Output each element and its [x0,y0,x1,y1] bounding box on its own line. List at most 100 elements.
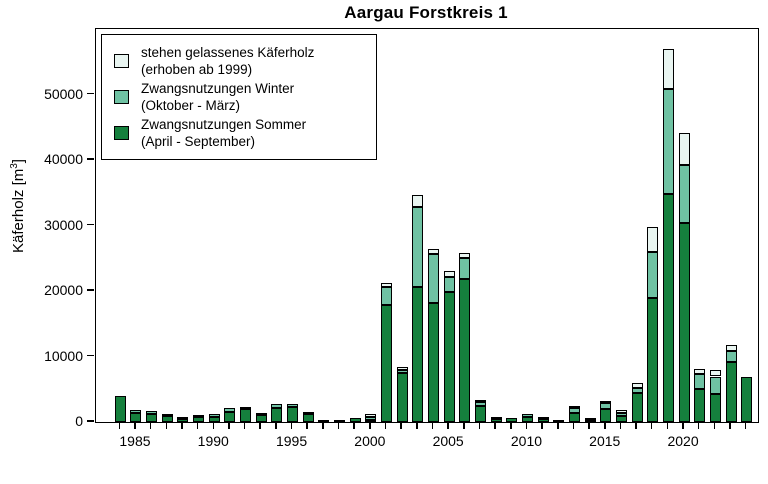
bar-1988-summer [177,418,189,422]
bar-2005-summer [443,292,455,422]
bar-1990-summer [208,417,220,422]
x-tick [337,422,340,429]
bar-1996-summer [302,414,314,422]
bar-2005-standing [443,270,455,277]
x-tick [181,422,183,429]
bar-2004-standing [428,248,439,255]
bar-2003-standing [412,194,424,208]
bar-2015-winter [600,402,612,409]
x-tick [322,422,324,429]
legend-item-winter: Zwangsnutzungen Winter (Oktober - März) [114,80,366,114]
x-tick [713,422,716,429]
bar-2002-summer [396,372,408,422]
bar-2004-summer [428,303,439,422]
bar-2010-winter [521,414,533,417]
x-tick-label: 2000 [354,433,386,449]
x-tick [604,422,606,429]
legend-label-standing-line1: stehen gelassenes Käferholz [141,45,315,60]
x-tick [306,422,308,429]
bar-2000-summer [365,419,377,422]
y-tick-label: 0 [75,413,83,429]
bar-1986-winter [146,411,158,414]
bar-2018-standing [647,227,659,253]
bar-2019-summer [662,194,674,422]
y-tick [87,223,94,226]
plot-area: stehen gelassenes Käferholz (erhoben ab … [95,28,759,423]
legend-label-winter-line1: Zwangsnutzungen Winter [141,81,295,96]
bar-2011-winter [537,417,549,420]
x-tick [118,422,121,429]
x-tick [478,422,481,429]
bar-1994-summer [271,408,283,422]
x-tick [744,422,747,429]
bar-2006-winter [459,257,471,280]
x-tick [588,422,590,429]
y-axis-label: Käferholz [m3] [9,126,27,286]
bar-1993-summer [255,414,267,422]
bar-2022-winter [709,376,721,394]
bar-2001-standing [381,283,393,288]
bar-1998-summer [334,419,346,422]
x-tick [275,422,277,429]
bar-2021-standing [694,368,706,374]
x-tick [384,422,387,429]
x-tick [431,422,434,429]
legend-swatch-summer [114,126,129,140]
x-tick [259,422,261,429]
x-tick [463,422,465,429]
chart-title: Aargau Forstkreis 1 [344,3,508,22]
x-tick [290,422,293,429]
bar-2023-winter [725,350,737,363]
bar-2017-standing [631,382,643,388]
y-axis-label-sup: 3 [9,163,20,169]
x-tick [416,422,418,429]
bar-2002-standing [396,367,408,370]
bar-2013-summer [568,412,580,422]
bar-1994-winter [271,404,283,409]
bar-2012-summer [553,420,565,422]
bar-2020-standing [678,132,690,166]
bar-2002-winter [396,369,408,373]
bar-1985-summer [130,412,142,422]
x-tick [541,422,543,429]
x-tick [400,422,402,429]
bar-2015-summer [600,408,612,422]
x-tick [165,422,168,429]
x-tick-label: 1985 [119,433,151,449]
x-tick-label: 1990 [197,433,229,449]
bar-2005-winter [443,276,455,293]
x-tick [149,422,152,429]
bar-1996-winter [302,412,314,415]
bar-2011-summer [537,419,549,422]
legend-swatch-standing [114,54,129,68]
bar-2015-standing [600,400,612,403]
x-tick [525,422,528,429]
bar-2000-standing [365,413,377,417]
bar-2001-winter [381,287,393,306]
legend-swatch-winter [114,90,129,104]
bar-1993-winter [255,412,267,415]
legend: stehen gelassenes Käferholz (erhoben ab … [101,34,377,160]
bar-2020-summer [678,222,690,422]
x-tick-label: 2020 [667,433,699,449]
bar-2003-summer [412,287,424,422]
legend-label-winter-line2: (Oktober - März) [141,98,241,113]
bar-2022-summer [709,393,721,422]
bar-2017-winter [631,387,643,394]
bar-2019-winter [662,88,674,195]
legend-label-standing-line2: (erhoben ab 1999) [141,62,253,77]
x-tick [635,422,637,429]
y-tick [87,92,94,95]
bar-2000-winter [365,416,377,420]
legend-item-summer: Zwangsnutzungen Sommer (April - Septembe… [114,116,366,150]
bar-2016-winter [615,412,627,417]
bar-2013-standing [568,405,580,408]
bar-1991-winter [224,407,236,412]
bar-2001-summer [381,305,393,422]
bar-1990-winter [208,414,220,418]
bar-1995-winter [287,404,299,408]
bar-1988-winter [177,416,189,419]
bar-1992-winter [240,406,252,409]
bar-1989-summer [193,417,205,422]
bar-2014-winter [584,418,596,421]
